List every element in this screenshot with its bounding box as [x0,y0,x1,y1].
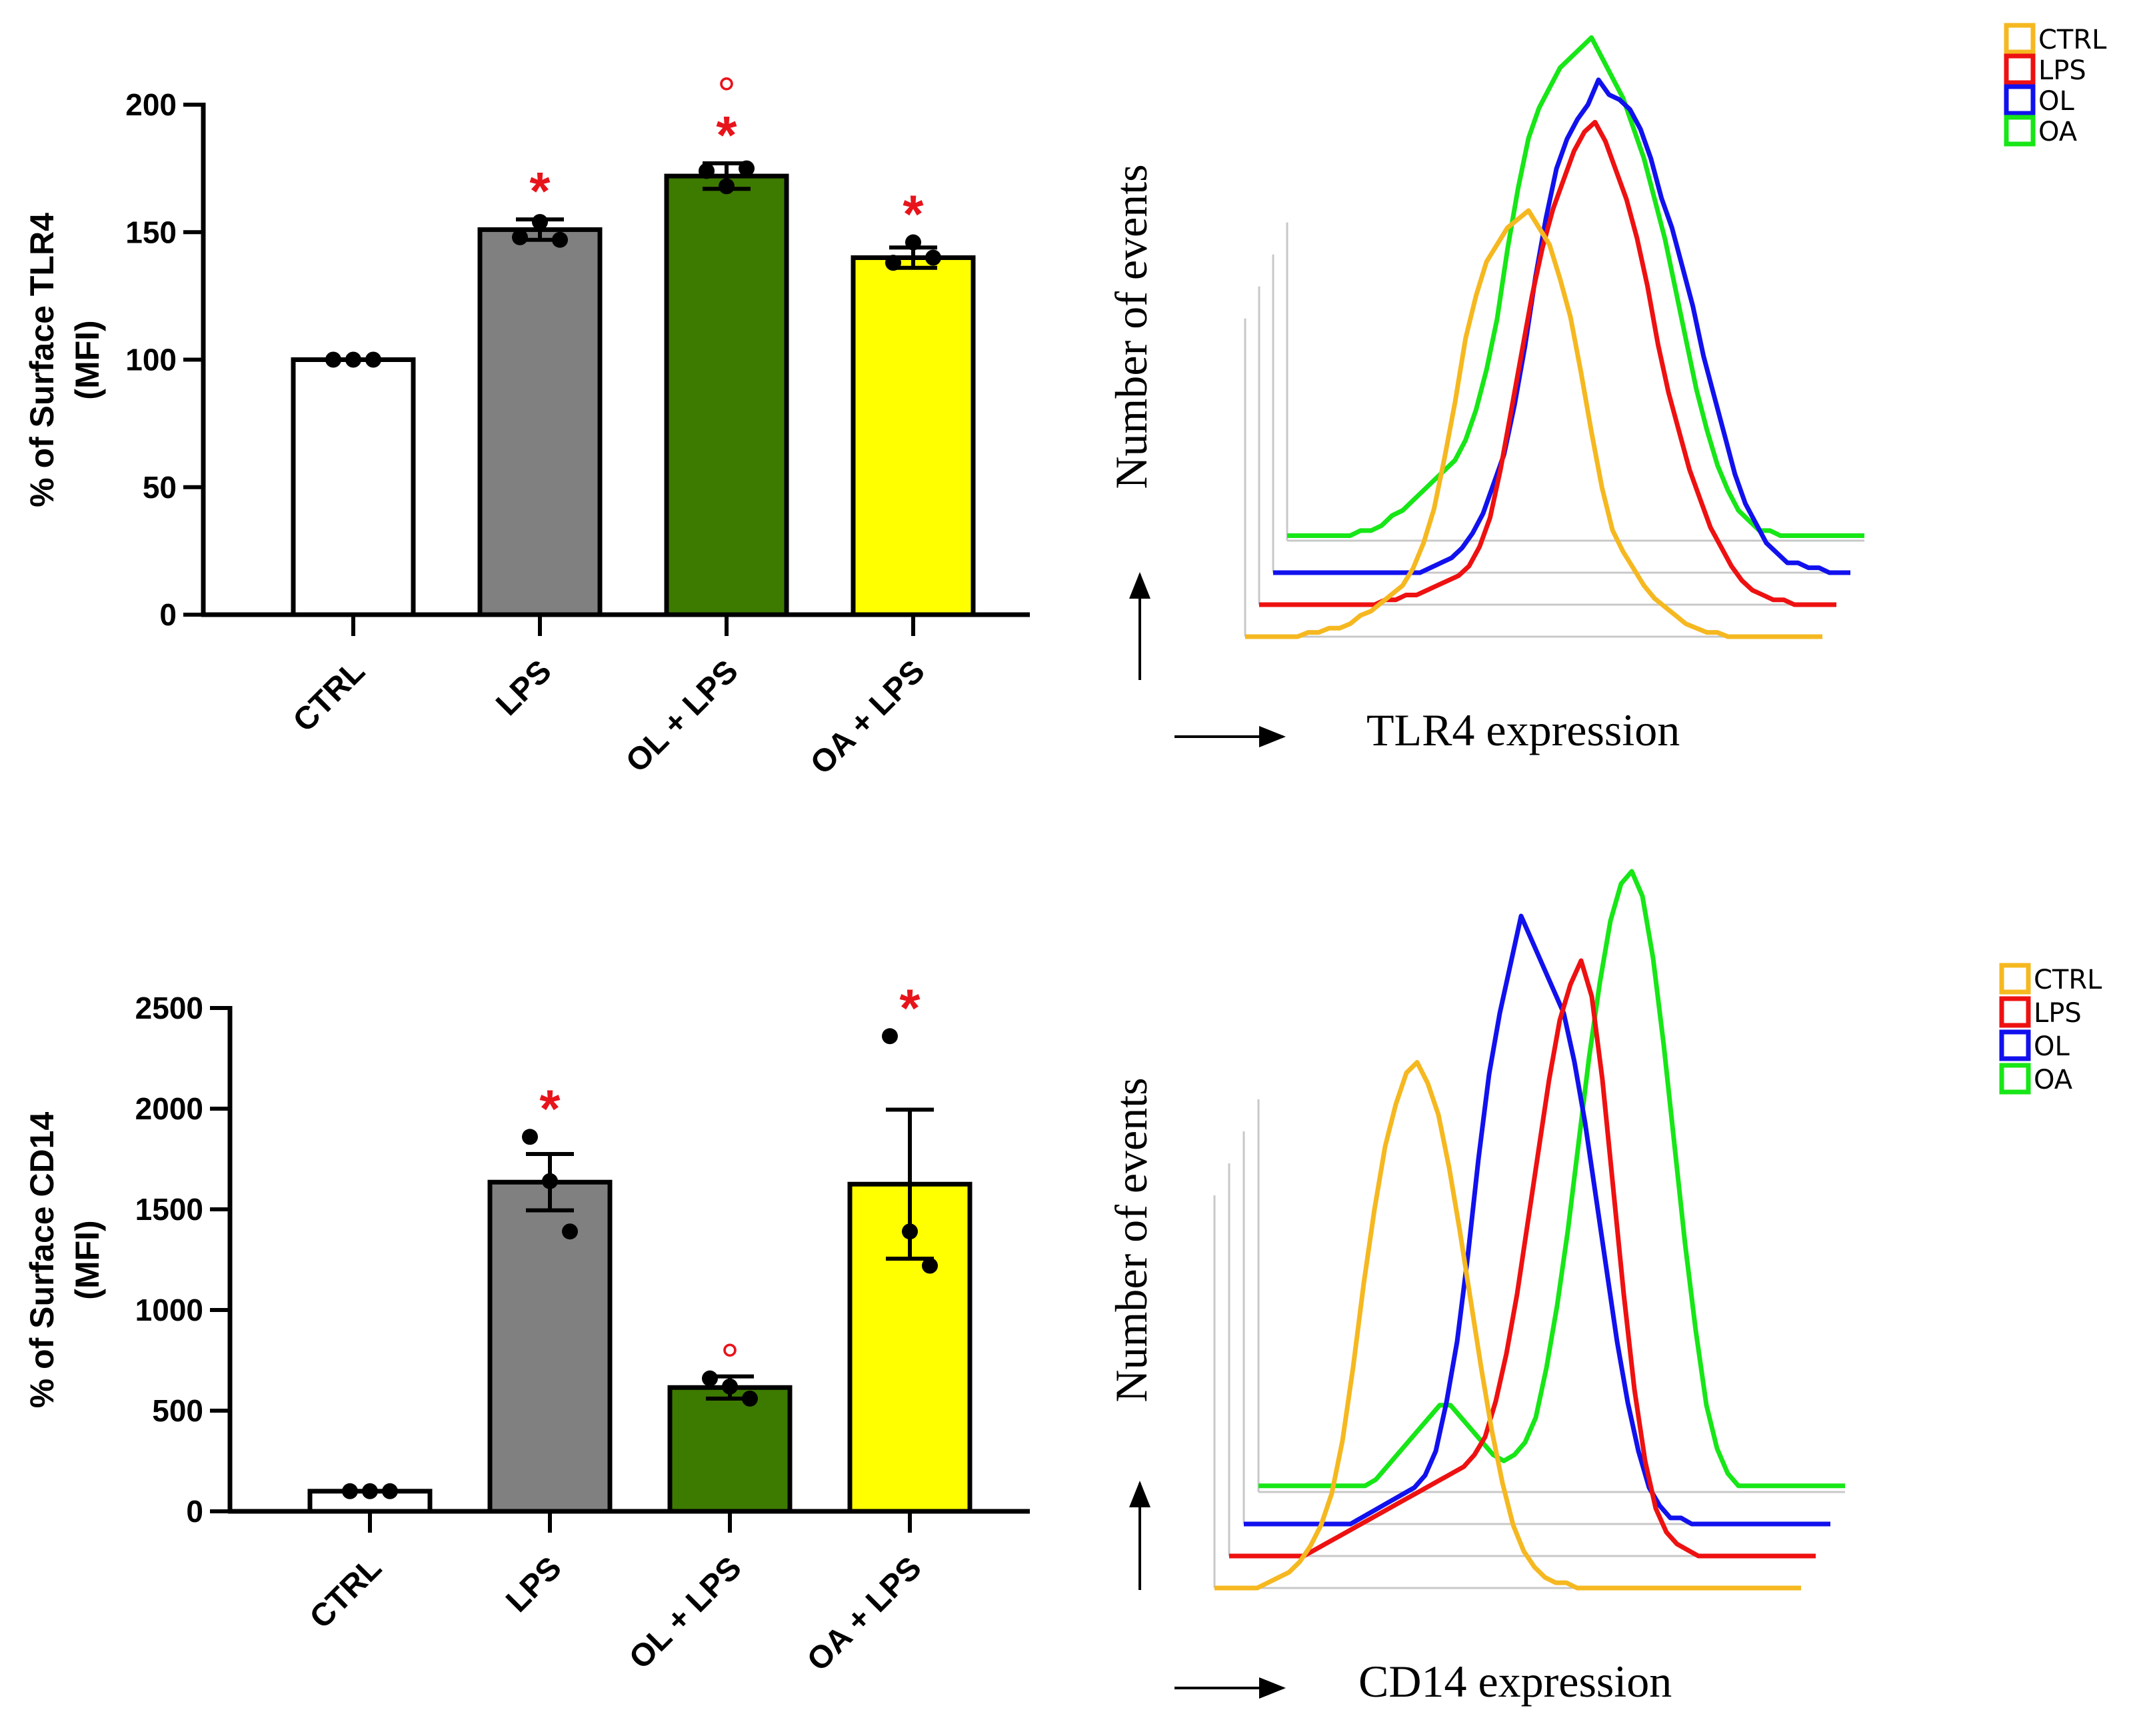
cd14-histogram-legend-swatch-lps [1999,996,2031,1028]
cd14-bars-significance-star-3: * [899,978,921,1037]
tlr4-bars-ytick-label: 200 [125,87,177,122]
cd14-bars-category-label-1: LPS [499,1550,568,1619]
tlr4-bars-point-2-2 [739,160,755,177]
cd14-histogram-curve-ol [1244,913,1830,1527]
cd14-bars-significance-star-1: * [539,1079,561,1138]
tlr4-bar-chart: % of Surface TLR4 (MFI) 0 50 100 150 200 CTRL LP… [23,68,1030,781]
tlr4-bars-category-label-0: CTRL [287,653,372,739]
tlr4-bars-point-1-1 [532,213,548,230]
cd14-bars-category-label-3: OA + LPS [801,1550,929,1678]
tlr4-histogram-chart: Number of events TLR4 expression CTRLLPS… [1106,23,2107,755]
tlr4-bars-point-1-2 [552,231,568,248]
cd14-bars-bar-1 [487,1179,613,1514]
tlr4-bars-point-3-2 [925,249,941,266]
cd14-histogram-curve-ctrl [1214,1060,1801,1591]
tlr4-bars-bar-0 [291,357,416,617]
tlr4-histogram-legend-swatch-ol [2004,84,2036,116]
cd14-bars-ylabel: % of Surface CD14 [23,1112,61,1409]
tlr4-bars-point-3-0 [885,255,901,271]
cd14-histogram-curve-oa [1258,869,1845,1489]
cd14-bars-point-1-1 [542,1173,558,1189]
cd14-bars-ylabel-unit: (MFI) [69,1220,106,1299]
cd14-bars-point-3-0 [882,1028,898,1045]
cd14-histogram-legend-label-ctrl: CTRL [2034,965,2102,995]
tlr4-bars-point-0-0 [325,351,341,368]
cd14-bars-point-1-0 [522,1129,538,1145]
cd14-bars-point-3-1 [902,1223,918,1240]
tlr4-bars-point-2-1 [719,178,735,195]
cd14-bars-point-1-2 [562,1223,578,1240]
tlr4-bars-significance-star-2: * [716,105,737,165]
tlr4-bars-point-0-2 [365,351,381,368]
tlr4-bars-significance-star-1: * [529,161,551,221]
cd14-bars-category-label-0: CTRL [303,1550,389,1635]
tlr4-histogram-legend-swatch-oa [2004,115,2036,147]
cd14-histogram-xlabel: CD14 expression [1358,1656,1672,1707]
cd14-histogram-legend-label-oa: OA [2034,1065,2073,1095]
cd14-bars-point-2-0 [702,1370,718,1387]
tlr4-bars-ylabel-unit: (MFI) [69,320,106,399]
tlr4-histogram-legend-label-ctrl: CTRL [2038,25,2107,55]
tlr4-bars-ytick-label: 150 [125,215,177,249]
cd14-bars-ytick-label: 2500 [135,991,203,1025]
tlr4-histogram-legend-label-oa: OA [2038,117,2078,147]
tlr4-histogram-xlabel: TLR4 expression [1366,705,1680,755]
cd14-bars-ytick-label: 2000 [135,1091,203,1126]
tlr4-bars-significance-star-3: * [903,185,924,244]
cd14-histogram-legend-label-lps: LPS [2034,998,2082,1029]
tlr4-bars-point-1-0 [512,229,528,245]
tlr4-bars-point-0-1 [345,351,361,368]
tlr4-histogram-curve-ctrl [1245,208,1822,639]
tlr4-bars-point-2-0 [699,163,715,179]
cd14-bars-ytick-label: 1000 [135,1293,203,1327]
cd14-histogram-legend-swatch-ctrl [1999,963,2031,995]
tlr4-histogram-curve-ol [1273,77,1850,575]
tlr4-bars-category-label-1: LPS [489,653,558,722]
cd14-bar-chart: % of Surface CD14 (MFI) 0 500 1000 1500 2000 25… [23,978,1030,1678]
cd14-histogram-legend-swatch-ol [1999,1029,2031,1061]
tlr4-bars-ytick-label: 100 [125,343,177,377]
tlr4-histogram-ylabel: Number of events [1106,164,1156,489]
cd14-histogram-curve-lps [1229,958,1816,1559]
tlr4-histogram-legend-label-lps: LPS [2038,55,2086,86]
tlr4-bars-category-label-3: OA + LPS [804,653,932,781]
tlr4-bars-point-3-1 [905,234,921,251]
cd14-histogram-ylabel: Number of events [1106,1077,1156,1402]
cd14-bars-ytick-label: 0 [186,1494,203,1529]
tlr4-bars-category-label-2: OL + LPS [619,653,745,779]
tlr4-histogram-legend-label-ol: OL [2038,86,2074,117]
tlr4-bars-bar-1 [477,227,603,617]
cd14-bars-point-0-2 [382,1483,398,1499]
cd14-bars-ytick-label: 1500 [135,1192,203,1227]
tlr4-bars-bar-2 [664,173,789,617]
tlr4-bars-ytick-label: 50 [143,470,177,505]
tlr4-histogram-curve-oa [1287,35,1864,538]
cd14-histogram-chart: Number of events CD14 expression CTRLLPS… [1106,869,2102,1707]
cd14-bars-point-3-2 [922,1257,938,1274]
tlr4-histogram-legend-swatch-ctrl [2004,23,2036,55]
cd14-bars-point-2-2 [742,1390,758,1407]
cd14-bars-point-0-1 [362,1483,378,1499]
cd14-bars-category-label-2: OL + LPS [623,1550,749,1676]
cd14-histogram-legend-label-ol: OL [2034,1031,2070,1062]
tlr4-bars-ytick-label: 0 [159,597,177,632]
cd14-bars-significance-circle-2: ° [721,1335,739,1387]
cd14-bars-point-0-0 [342,1483,358,1499]
cd14-bars-bar-2 [667,1385,793,1514]
tlr4-histogram-curve-lps [1259,119,1836,607]
tlr4-histogram-legend-swatch-lps [2004,53,2036,85]
tlr4-bars-ylabel: % of Surface TLR4 [23,213,61,507]
tlr4-bars-bar-3 [851,255,976,617]
cd14-bars-point-2-1 [722,1378,738,1395]
cd14-bars-ytick-label: 500 [152,1393,203,1428]
cd14-histogram-legend-swatch-oa [1999,1063,2031,1095]
tlr4-bars-significance-circle-2: ° [717,68,736,120]
